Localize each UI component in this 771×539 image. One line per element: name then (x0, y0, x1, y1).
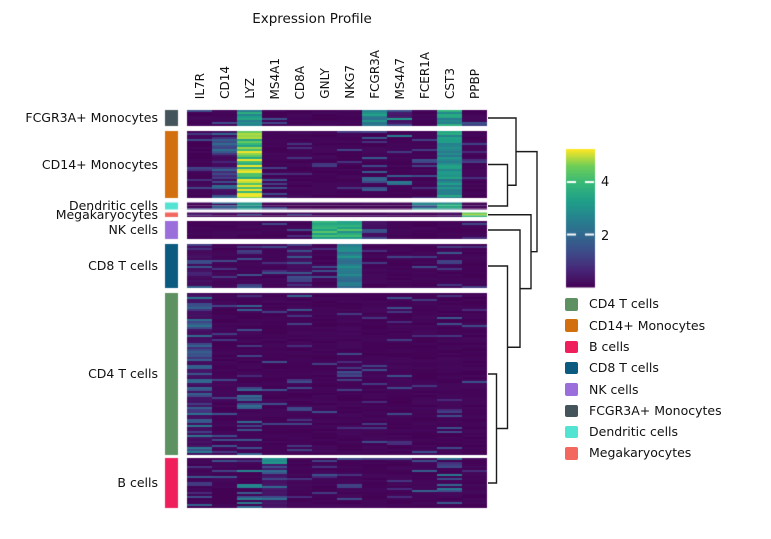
row-label-nk-cells: NK cells (108, 222, 158, 237)
legend-label: Dendritic cells (589, 424, 679, 440)
legend-label: CD14+ Monocytes (589, 317, 706, 333)
row-label-dendritic-cells: Dendritic cells (68, 198, 158, 213)
legend-label: NK cells (589, 381, 639, 397)
gene-label-nkg7: NKG7 (342, 65, 357, 99)
row-label-cd8-t-cells: CD8 T cells (88, 258, 158, 273)
legend-swatch-cd8-t-cells (565, 361, 578, 375)
legend-label: Megakaryocytes (589, 445, 692, 461)
gene-label-cd8a: CD8A (292, 65, 307, 99)
row-label-megakaryocytes: Megakaryocytes (55, 206, 158, 222)
colorbar-tick-2: 2 (601, 229, 610, 244)
gene-label-il7r: IL7R (192, 72, 207, 99)
row-label-b-cells: B cells (117, 475, 158, 490)
legend-swatch-dendritic-cells (565, 425, 578, 439)
gene-label-lyz: LYZ (242, 78, 257, 99)
gene-label-fcgr3a: FCGR3A (367, 50, 382, 99)
colorbar-tick-4: 4 (601, 175, 610, 190)
legend-label: CD4 T cells (589, 296, 659, 312)
page-title: Expression Profile (252, 11, 372, 27)
legend-swatch-b-cells (565, 340, 578, 354)
legend-swatch-cd4-t-cells (565, 298, 578, 311)
gene-label-fcer1a: FCER1A (417, 51, 432, 99)
dendrogram-links (488, 117, 538, 484)
legend-label: B cells (589, 338, 630, 354)
legend-swatch-nk-cells (565, 383, 578, 396)
legend-swatch-fcgr3a-monocytes (565, 404, 578, 418)
gene-label-ms4a7: MS4A7 (392, 57, 407, 99)
row-label-fcgr3a-monocytes: FCGR3A+ Monocytes (25, 110, 158, 125)
gene-label-ms4a1: MS4A1 (267, 57, 282, 99)
legend-label: FCGR3A+ Monocytes (589, 402, 722, 418)
gene-label-cst3: CST3 (442, 68, 457, 99)
row-label-cd14-monocytes: CD14+ Monocytes (41, 156, 158, 172)
legend-label: CD8 T cells (589, 360, 659, 376)
gene-label-ppbp: PPBP (467, 69, 482, 99)
gene-label-cd14: CD14 (217, 66, 232, 99)
row-label-cd4-t-cells: CD4 T cells (88, 366, 158, 381)
gene-label-gnly: GNLY (317, 68, 332, 99)
legend-swatch-megakaryocytes (565, 447, 578, 460)
legend-swatch-cd14-monocytes (565, 319, 578, 332)
